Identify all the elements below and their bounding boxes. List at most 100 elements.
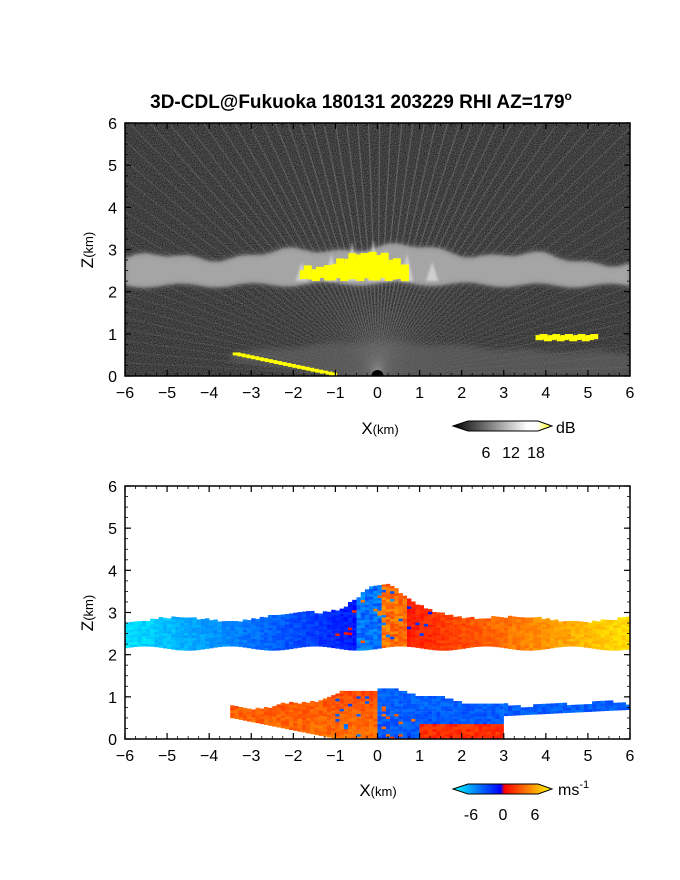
velocity-cell bbox=[499, 632, 504, 636]
velocity-cell bbox=[137, 636, 142, 640]
velocity-cell bbox=[474, 721, 479, 725]
velocity-cell bbox=[314, 707, 319, 710]
velocity-cell bbox=[407, 636, 412, 640]
velocity-cell bbox=[192, 632, 197, 636]
velocity-cell bbox=[621, 629, 626, 633]
velocity-cell bbox=[571, 631, 576, 634]
velocity-cell bbox=[192, 617, 197, 621]
velocity-cell bbox=[377, 640, 382, 644]
velocity-cell bbox=[297, 617, 302, 620]
intensity-saturated-cell bbox=[260, 358, 269, 362]
velocity-cell bbox=[314, 729, 319, 733]
intensity-saturated-cell bbox=[306, 367, 315, 371]
velocity-cell bbox=[339, 608, 344, 612]
velocity-cell bbox=[331, 627, 336, 631]
velocity-cell bbox=[141, 641, 147, 644]
velocity-cell bbox=[592, 630, 597, 634]
velocity-cell bbox=[327, 734, 332, 738]
velocity-cell bbox=[289, 621, 294, 624]
velocity-cell bbox=[440, 703, 445, 707]
intensity-beam bbox=[376, 123, 595, 376]
velocity-cell bbox=[436, 733, 441, 737]
velocity-cell bbox=[411, 731, 416, 735]
velocity-cell bbox=[457, 706, 462, 709]
intensity-ytick-label: 1 bbox=[108, 327, 117, 344]
velocity-cell bbox=[247, 716, 252, 719]
velocity-cell bbox=[179, 617, 185, 621]
velocity-cell bbox=[453, 621, 458, 625]
velocity-cell bbox=[192, 622, 197, 626]
velocity-cell bbox=[419, 633, 424, 636]
velocity-cell bbox=[364, 619, 370, 623]
velocity-cell bbox=[385, 631, 391, 635]
velocity-cell bbox=[486, 621, 492, 624]
velocity-cell bbox=[600, 644, 605, 648]
velocity-cell bbox=[482, 626, 488, 629]
velocity-cell bbox=[280, 622, 286, 625]
velocity-colorbar-tick: 0 bbox=[499, 807, 508, 824]
velocity-cell bbox=[428, 728, 433, 732]
velocity-cell bbox=[541, 634, 546, 637]
velocity-cell bbox=[579, 631, 584, 635]
velocity-cell bbox=[293, 638, 298, 641]
velocity-cell bbox=[314, 633, 319, 637]
velocity-cell bbox=[432, 726, 437, 730]
velocity-colorbar-unit: ms-1 bbox=[558, 779, 589, 799]
velocity-cell bbox=[373, 703, 378, 707]
intensity-colorbar-tick: 12 bbox=[502, 445, 520, 462]
velocity-cell bbox=[238, 626, 243, 630]
intensity-saturated-cell bbox=[301, 366, 310, 370]
velocity-cell bbox=[183, 622, 189, 626]
velocity-cell bbox=[453, 716, 458, 719]
velocity-cell bbox=[411, 619, 416, 622]
velocity-cell bbox=[436, 647, 441, 651]
velocity-cell bbox=[571, 641, 576, 644]
velocity-cell bbox=[373, 638, 378, 642]
velocity-cell bbox=[356, 706, 361, 709]
velocity-cell bbox=[617, 630, 622, 633]
velocity-cell bbox=[301, 626, 307, 630]
velocity-cell bbox=[478, 641, 483, 645]
velocity-cell bbox=[381, 619, 387, 623]
velocity-cell bbox=[352, 637, 357, 641]
velocity-cell bbox=[259, 718, 265, 722]
velocity-cell bbox=[352, 718, 357, 722]
velocity-cell bbox=[352, 736, 357, 739]
velocity-cell bbox=[470, 711, 475, 714]
velocity-cell bbox=[390, 634, 395, 637]
velocity-colorbar-tick: 6 bbox=[531, 807, 540, 824]
velocity-cell bbox=[432, 713, 437, 717]
velocity-cell bbox=[356, 640, 361, 644]
velocity-cell bbox=[385, 718, 391, 722]
velocity-cell bbox=[213, 622, 218, 625]
velocity-cell bbox=[331, 632, 336, 636]
velocity-cell bbox=[529, 712, 534, 715]
velocity-cell bbox=[407, 644, 412, 647]
velocity-cell bbox=[259, 639, 265, 643]
velocity-cell bbox=[146, 623, 151, 627]
velocity-cell bbox=[289, 638, 294, 642]
velocity-cell bbox=[411, 606, 416, 610]
velocity-cell bbox=[508, 620, 513, 624]
velocity-cell bbox=[520, 635, 525, 638]
velocity-cell bbox=[587, 632, 593, 636]
velocity-cell bbox=[297, 703, 302, 707]
velocity-cell bbox=[465, 706, 471, 709]
velocity-cell bbox=[432, 634, 437, 638]
velocity-cell bbox=[314, 628, 319, 632]
velocity-cell bbox=[596, 628, 601, 632]
velocity-cell bbox=[183, 640, 189, 644]
velocity-cell bbox=[364, 594, 370, 598]
velocity-cell bbox=[575, 633, 580, 637]
velocity-cell bbox=[394, 728, 399, 732]
velocity-cell bbox=[280, 705, 286, 709]
velocity-cell bbox=[259, 642, 265, 645]
velocity-cell bbox=[297, 639, 302, 643]
velocity-cell bbox=[154, 644, 159, 648]
velocity-cell bbox=[259, 644, 265, 648]
velocity-cell bbox=[339, 716, 344, 719]
velocity-cell bbox=[276, 717, 281, 720]
velocity-cell bbox=[162, 638, 168, 641]
velocity-cell bbox=[440, 736, 445, 739]
velocity-cell bbox=[154, 619, 159, 622]
